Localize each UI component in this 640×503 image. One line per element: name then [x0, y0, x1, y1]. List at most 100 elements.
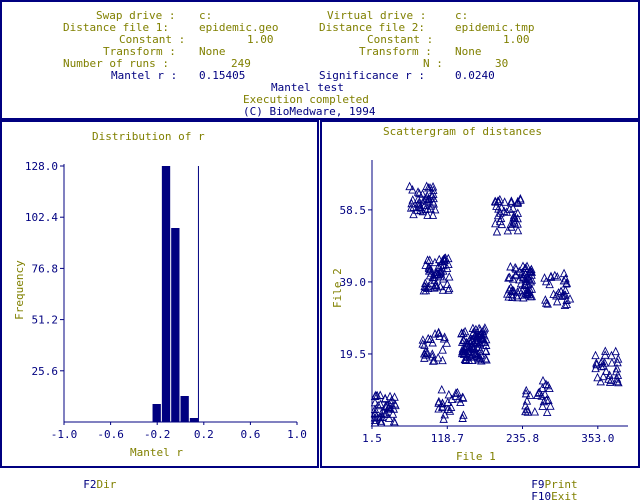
scatter-point: [481, 346, 491, 355]
scatter-point: [384, 403, 393, 413]
scatter-point: [426, 334, 435, 344]
histogram-y-tick-label: 102.4: [25, 211, 58, 224]
scatter-point: [444, 259, 453, 268]
dist-file2-value: epidemic.tmp: [455, 21, 535, 34]
histogram-x-tick-label: -0.2: [144, 428, 171, 441]
scatter-point: [539, 396, 549, 406]
mantel-r-label: Mantel r :: [111, 69, 178, 82]
scatter-point: [516, 193, 525, 203]
scatter-x-tick-label: 118.7: [431, 432, 464, 445]
scatter-point: [426, 264, 435, 274]
scatter-point: [428, 356, 438, 365]
scatter-point: [521, 400, 530, 410]
exit-shortcut[interactable]: F10Exit: [531, 490, 577, 503]
scatter-point: [561, 285, 570, 294]
significance-label: Significance r :: [319, 69, 425, 82]
scatter-point: [520, 280, 530, 290]
scatter-point: [540, 273, 549, 282]
scatter-point: [384, 413, 394, 422]
scatter-point: [460, 344, 470, 354]
dist-file2-label: Distance file 2:: [319, 21, 425, 34]
scatter-point: [413, 199, 423, 208]
scatter-point: [499, 206, 509, 215]
scatter-point: [458, 393, 468, 402]
n-value: 30: [495, 57, 509, 70]
scatter-point: [438, 398, 447, 408]
constant2-value: 1.00: [503, 33, 530, 46]
scatter-point: [388, 409, 398, 418]
scatter-point: [421, 347, 431, 356]
scatter-point: [612, 376, 622, 386]
scatter-point: [521, 288, 530, 297]
test-name: Mantel test: [271, 81, 344, 94]
scatter-point: [560, 300, 570, 309]
scatter-point: [409, 209, 418, 219]
scatter-point: [421, 260, 430, 269]
scatter-point: [523, 407, 533, 416]
histogram-bar: [180, 396, 189, 422]
scatter-point: [518, 261, 528, 270]
scatter-point: [427, 191, 436, 200]
transform2-label: Transform :: [359, 45, 432, 58]
scatter-point: [461, 355, 470, 364]
scatter-point: [416, 205, 425, 215]
scatter-point: [428, 272, 437, 282]
scatter-point: [457, 328, 466, 338]
status-text: Execution completed: [243, 93, 369, 106]
scatter-point: [376, 399, 385, 409]
scatter-point: [430, 269, 440, 279]
dist-file1-value: epidemic.geo: [199, 21, 279, 34]
scatter-point: [509, 212, 518, 222]
scatter-point: [591, 350, 600, 360]
scatter-point: [370, 397, 380, 407]
transform1-label: Transform :: [103, 45, 176, 58]
scatter-point: [370, 391, 380, 401]
scatter-point: [474, 342, 484, 351]
scatter-point: [505, 204, 514, 213]
histogram-panel: [0, 120, 319, 468]
scatter-point: [418, 189, 427, 198]
scatter-point: [523, 287, 533, 297]
scatter-point: [429, 199, 438, 208]
dir-shortcut[interactable]: F2Dir: [70, 467, 116, 491]
scatter-point: [387, 395, 396, 405]
scatter-point: [601, 346, 610, 355]
scatter-point: [513, 208, 523, 217]
scatter-title: Scattergram of distances: [383, 125, 542, 138]
scatter-point: [408, 185, 417, 194]
histogram-x-tick-label: 1.0: [287, 428, 307, 441]
scatter-point: [505, 272, 514, 282]
histogram-x-label: Mantel r: [130, 446, 183, 459]
scatter-panel: [320, 120, 640, 468]
scatter-point: [552, 290, 561, 300]
scatter-point: [420, 340, 429, 349]
scatter-point: [607, 350, 616, 360]
scatter-x-label: File 1: [456, 450, 496, 463]
scatter-point: [562, 295, 571, 304]
scatter-chart: 1.5 118.7 235.8 353.0 58.5 39.0 19.5: [340, 160, 628, 445]
scatter-point: [376, 416, 386, 425]
scatter-point: [593, 372, 602, 382]
scatter-point: [463, 351, 473, 361]
dir-label: Dir: [96, 478, 117, 491]
scatter-x-tick-label: 235.8: [506, 432, 539, 445]
constant2-label: Constant :: [367, 33, 434, 46]
scatter-point: [370, 415, 380, 424]
scatter-point: [552, 296, 562, 306]
scatter-point: [527, 270, 536, 279]
scatter-point: [518, 290, 527, 299]
scatter-point: [436, 265, 446, 274]
scatter-point: [430, 283, 439, 292]
scatter-point: [389, 404, 399, 413]
scatter-point: [434, 404, 443, 413]
scatter-point: [442, 338, 451, 347]
scatter-point: [446, 402, 456, 412]
scatter-point: [507, 198, 516, 207]
scatter-point: [456, 397, 465, 407]
scatter-point: [525, 287, 534, 296]
scatter-point: [509, 210, 519, 220]
scatter-point: [460, 326, 470, 336]
virtual-drive-label: Virtual drive :: [327, 9, 427, 22]
scatter-point: [445, 272, 454, 281]
exit-label: Exit: [551, 490, 578, 503]
